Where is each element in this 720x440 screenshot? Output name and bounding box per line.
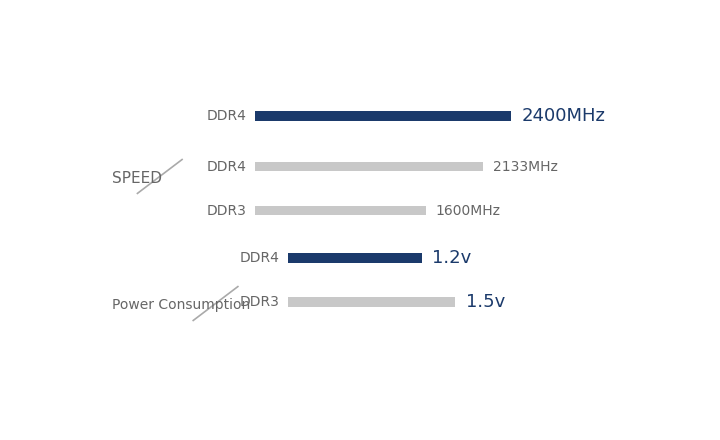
Text: 2133MHz: 2133MHz — [492, 160, 558, 174]
Text: SPEED: SPEED — [112, 171, 162, 186]
Bar — [288, 297, 456, 307]
Text: DDR4: DDR4 — [207, 109, 246, 123]
Bar — [255, 111, 511, 121]
Bar — [288, 253, 422, 263]
Bar — [255, 206, 426, 216]
Text: 1600MHz: 1600MHz — [436, 204, 501, 218]
Bar — [255, 162, 482, 171]
Text: DDR4: DDR4 — [240, 251, 279, 265]
Text: 1.5v: 1.5v — [466, 293, 505, 311]
Text: Power Consumption: Power Consumption — [112, 298, 251, 312]
Text: DDR4: DDR4 — [207, 160, 246, 174]
Text: 2400MHz: 2400MHz — [521, 107, 606, 125]
Text: DDR3: DDR3 — [207, 204, 246, 218]
Text: 1.2v: 1.2v — [432, 249, 472, 267]
Text: DDR3: DDR3 — [240, 295, 279, 309]
